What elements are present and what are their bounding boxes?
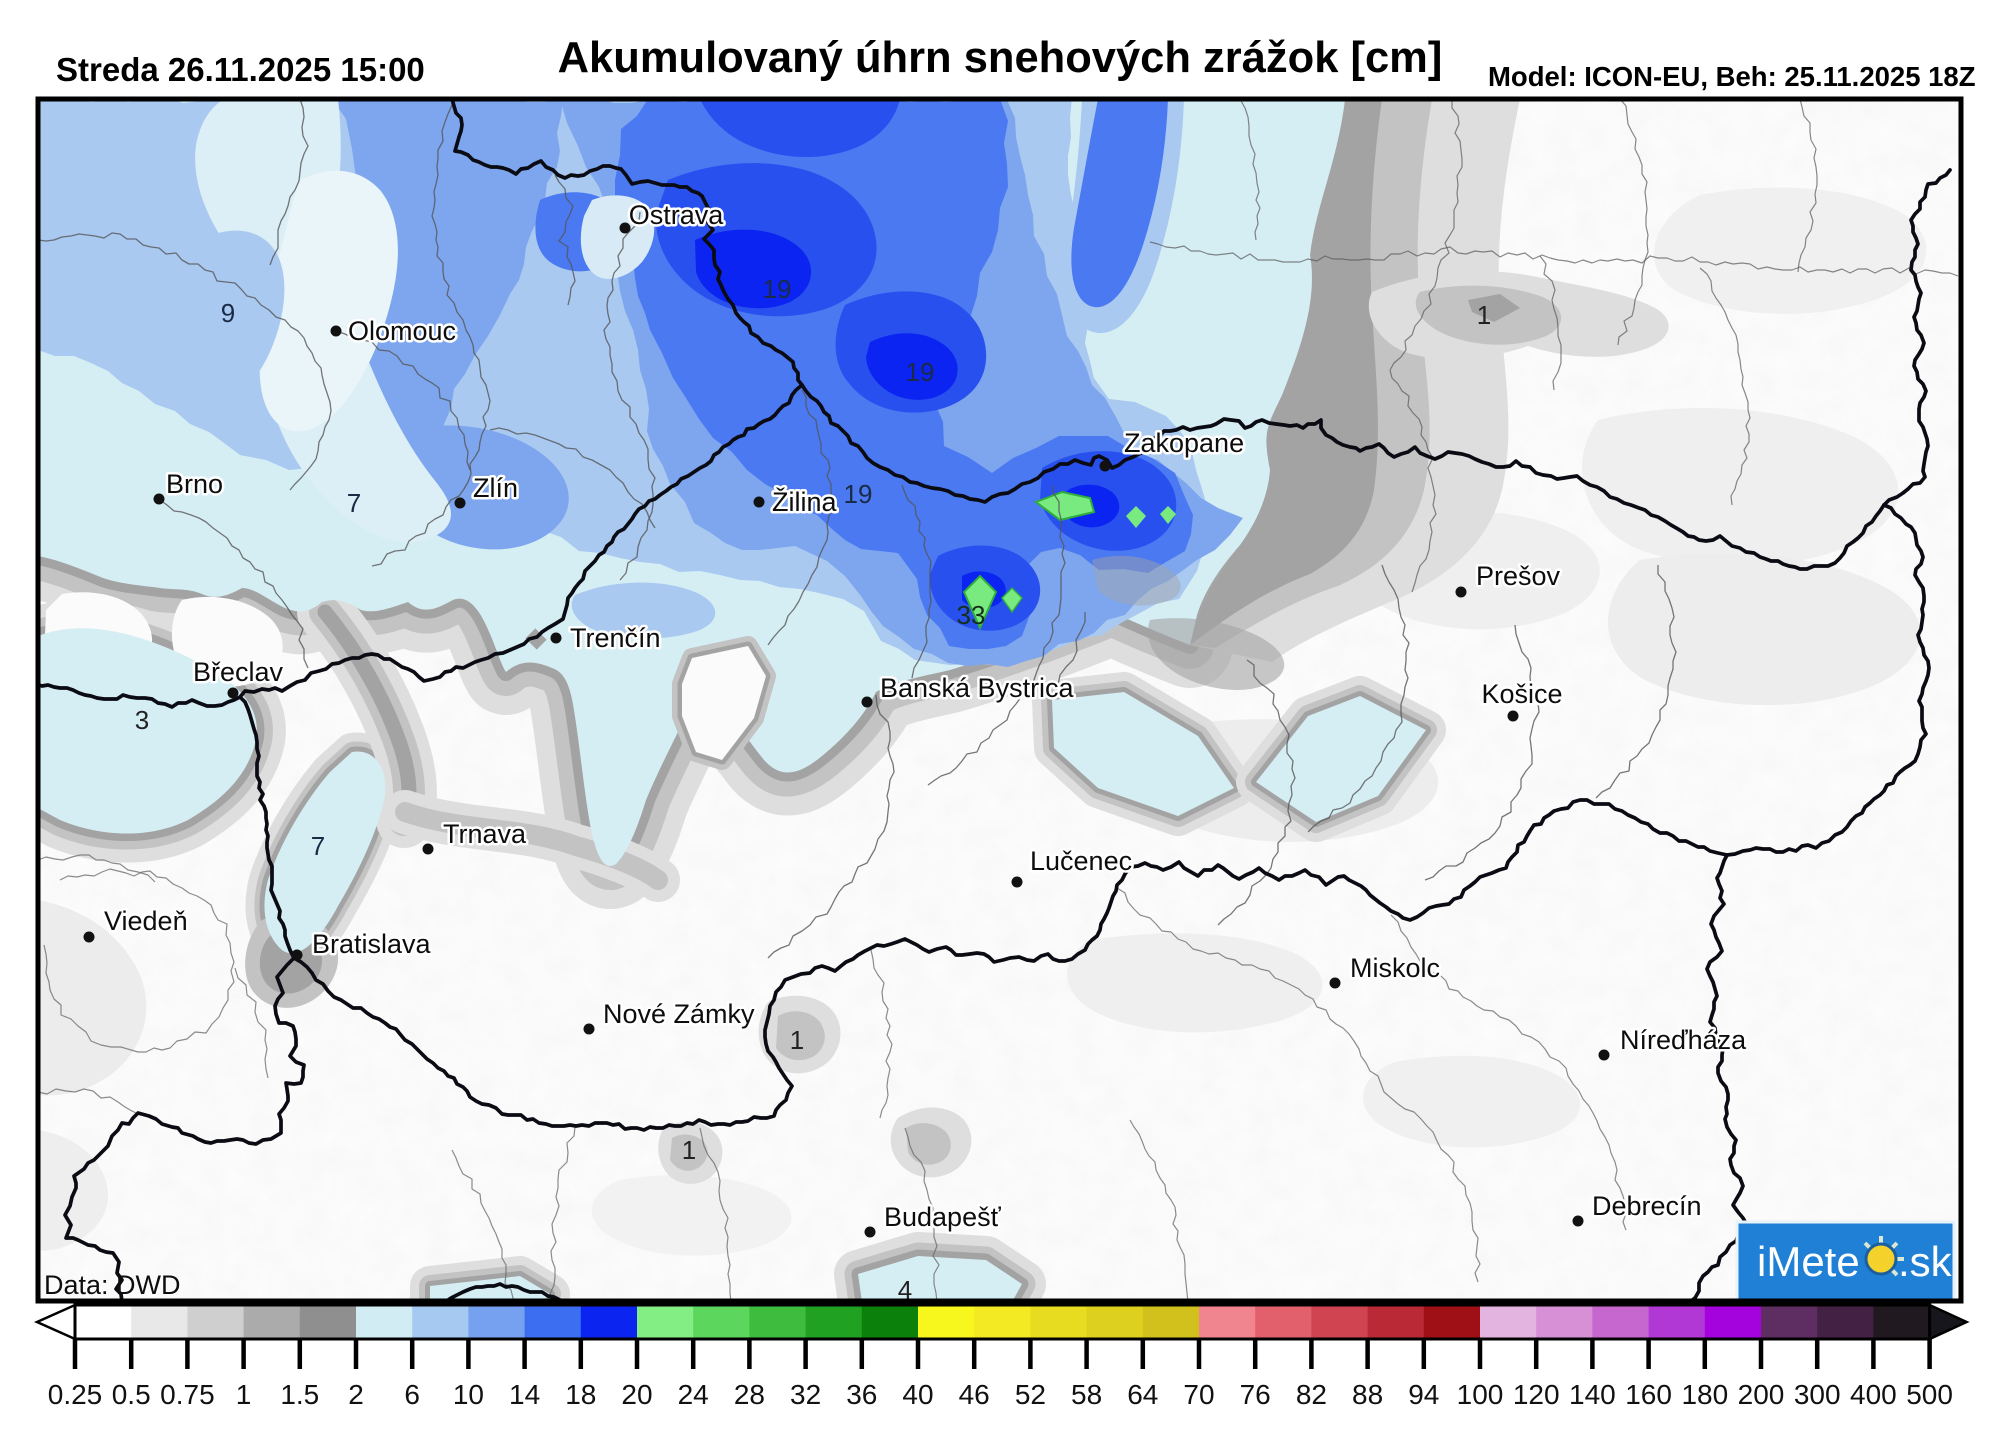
svg-text:Ostrava: Ostrava — [629, 200, 725, 230]
svg-text:.sk: .sk — [1898, 1238, 1953, 1285]
svg-text:0.75: 0.75 — [160, 1379, 215, 1410]
svg-text:20: 20 — [621, 1379, 652, 1410]
svg-text:180: 180 — [1681, 1379, 1728, 1410]
svg-text:Prešov: Prešov — [1476, 561, 1561, 591]
svg-text:64: 64 — [1127, 1379, 1158, 1410]
svg-text:Budapešť: Budapešť — [884, 1202, 1002, 1232]
svg-text:Debrecín: Debrecín — [1592, 1191, 1702, 1221]
svg-text:Miskolc: Miskolc — [1350, 953, 1440, 983]
svg-text:Žilina: Žilina — [772, 486, 838, 517]
svg-text:Bratislava: Bratislava — [312, 929, 432, 959]
svg-text:32: 32 — [790, 1379, 821, 1410]
svg-text:Zakopane: Zakopane — [1124, 428, 1244, 458]
svg-text:0.5: 0.5 — [112, 1379, 151, 1410]
svg-text:46: 46 — [959, 1379, 990, 1410]
svg-text:1: 1 — [790, 1025, 804, 1055]
svg-text:88: 88 — [1352, 1379, 1383, 1410]
svg-text:200: 200 — [1738, 1379, 1785, 1410]
svg-text:4: 4 — [898, 1275, 912, 1305]
svg-text:Viedeň: Viedeň — [104, 906, 188, 936]
svg-text:19: 19 — [844, 479, 873, 509]
svg-text:33: 33 — [957, 600, 986, 630]
svg-text:36: 36 — [846, 1379, 877, 1410]
svg-text:1.5: 1.5 — [280, 1379, 319, 1410]
svg-text:3: 3 — [135, 705, 149, 735]
svg-text:0.25: 0.25 — [48, 1379, 103, 1410]
svg-text:70: 70 — [1183, 1379, 1214, 1410]
svg-text:Trenčín: Trenčín — [570, 623, 661, 653]
svg-text:24: 24 — [678, 1379, 709, 1410]
svg-text:19: 19 — [763, 274, 792, 304]
svg-text:2: 2 — [348, 1379, 364, 1410]
svg-text:Data: DWD: Data: DWD — [44, 1270, 181, 1300]
svg-text:52: 52 — [1015, 1379, 1046, 1410]
svg-text:Nové Zámky: Nové Zámky — [603, 999, 755, 1029]
svg-text:Brno: Brno — [166, 469, 223, 499]
svg-text:Olomouc: Olomouc — [348, 316, 456, 346]
svg-text:100: 100 — [1457, 1379, 1504, 1410]
svg-text:Košice: Košice — [1481, 679, 1562, 709]
svg-text:40: 40 — [902, 1379, 933, 1410]
svg-text:Zlín: Zlín — [473, 473, 518, 503]
svg-text:82: 82 — [1296, 1379, 1327, 1410]
svg-text:6: 6 — [404, 1379, 420, 1410]
svg-text:7: 7 — [347, 488, 361, 518]
svg-text:Břeclav: Břeclav — [193, 657, 284, 687]
svg-text:iMete: iMete — [1757, 1238, 1860, 1285]
svg-text:76: 76 — [1240, 1379, 1271, 1410]
svg-text:160: 160 — [1625, 1379, 1672, 1410]
svg-text:14: 14 — [509, 1379, 540, 1410]
svg-text:58: 58 — [1071, 1379, 1102, 1410]
svg-text:19: 19 — [906, 357, 935, 387]
svg-text:400: 400 — [1850, 1379, 1897, 1410]
svg-text:18: 18 — [565, 1379, 596, 1410]
svg-text:Níreďháza: Níreďháza — [1620, 1025, 1747, 1055]
svg-text:9: 9 — [221, 298, 235, 328]
svg-text:1: 1 — [682, 1135, 696, 1165]
svg-text:10: 10 — [453, 1379, 484, 1410]
svg-text:120: 120 — [1513, 1379, 1560, 1410]
svg-text:500: 500 — [1906, 1379, 1953, 1410]
svg-text:Trnava: Trnava — [443, 819, 527, 849]
svg-text:7: 7 — [311, 831, 325, 861]
svg-text:1: 1 — [1477, 300, 1491, 330]
svg-text:28: 28 — [734, 1379, 765, 1410]
svg-text:Banská Bystrica: Banská Bystrica — [880, 673, 1075, 703]
svg-text:Lučenec: Lučenec — [1030, 846, 1132, 876]
svg-text:140: 140 — [1569, 1379, 1616, 1410]
svg-text:300: 300 — [1794, 1379, 1841, 1410]
svg-text:94: 94 — [1408, 1379, 1439, 1410]
svg-text:1: 1 — [236, 1379, 252, 1410]
